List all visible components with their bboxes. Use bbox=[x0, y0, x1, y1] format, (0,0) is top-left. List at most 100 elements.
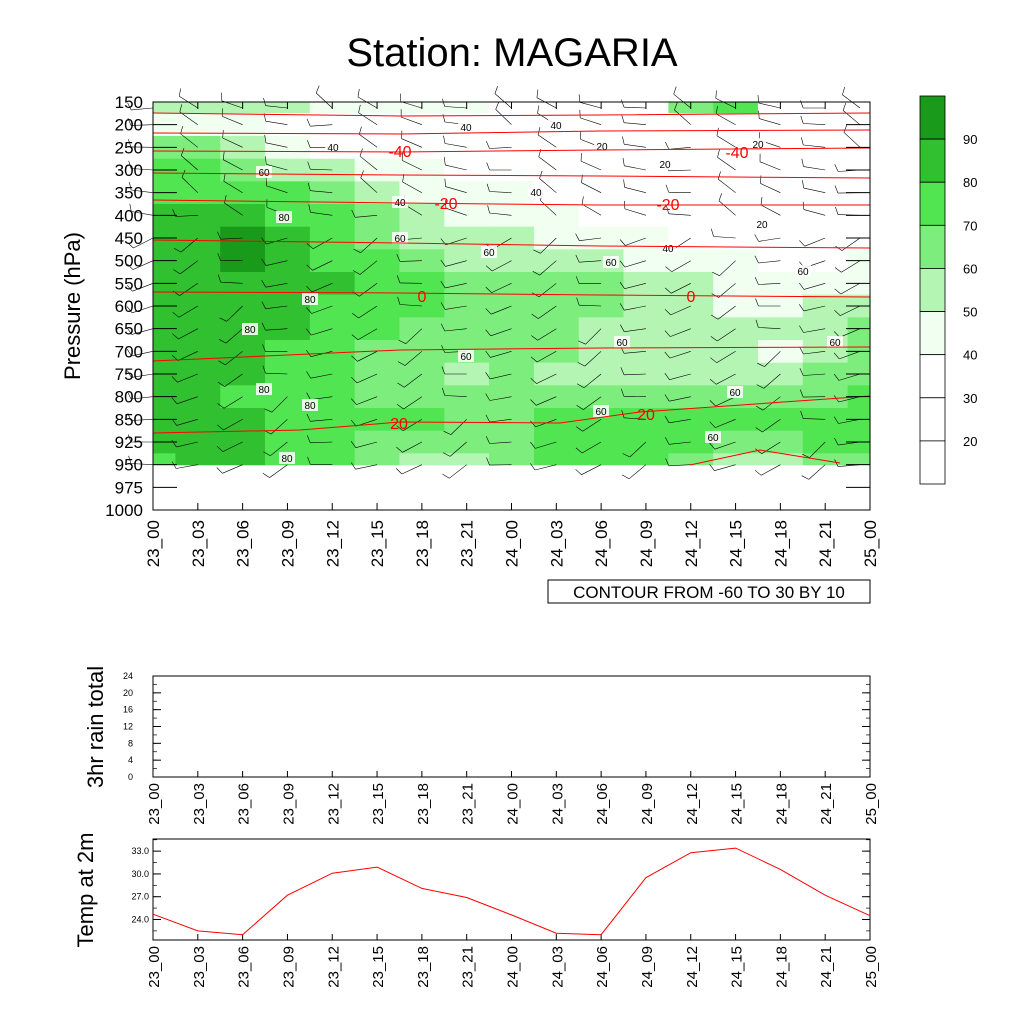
rh-cell bbox=[354, 385, 401, 409]
wind-barb bbox=[710, 351, 736, 363]
wind-barb bbox=[755, 298, 781, 307]
rh-cell bbox=[713, 113, 759, 137]
pressure-tick-label: 550 bbox=[115, 274, 143, 293]
wind-barb bbox=[180, 147, 198, 171]
rh-label-bg bbox=[660, 242, 676, 254]
rh-cell bbox=[444, 158, 490, 182]
rh-cell bbox=[354, 408, 401, 432]
time-tick-label: 23_12 bbox=[323, 520, 342, 567]
temp-time-label: 23_12 bbox=[325, 946, 342, 988]
rh-cell bbox=[713, 226, 759, 250]
wind-barb bbox=[358, 104, 378, 125]
rh-cell bbox=[623, 362, 669, 386]
wind-barb bbox=[127, 391, 154, 400]
wind-barb bbox=[575, 254, 602, 263]
wind-barb bbox=[217, 396, 243, 409]
wind-barb bbox=[709, 441, 736, 450]
wind-barb bbox=[622, 136, 646, 148]
rh-cell bbox=[309, 453, 356, 466]
wind-barb bbox=[581, 196, 602, 216]
rain-time-label: 23_00 bbox=[146, 783, 163, 825]
rh-cell bbox=[220, 272, 266, 296]
rain-time-label: 23_03 bbox=[191, 783, 208, 825]
rh-contour-label: 40 bbox=[550, 121, 562, 132]
rh-cell bbox=[309, 113, 356, 137]
isotherm-line bbox=[152, 291, 871, 298]
wind-barb bbox=[172, 305, 198, 318]
rh-cell bbox=[309, 385, 356, 409]
rh-cell bbox=[757, 340, 804, 364]
rh-cell bbox=[668, 181, 714, 205]
rh-cell bbox=[175, 136, 221, 160]
rh-cell bbox=[309, 249, 356, 273]
wind-barb bbox=[799, 389, 826, 398]
rh-cell bbox=[802, 430, 849, 454]
rh-cell bbox=[533, 430, 580, 454]
rh-cell bbox=[354, 294, 401, 318]
rh-cell bbox=[175, 204, 221, 228]
rh-cell bbox=[444, 204, 490, 228]
temp-axis-label: Temp at 2m bbox=[73, 833, 98, 948]
wind-barb bbox=[537, 127, 557, 148]
isotherm-line bbox=[152, 346, 871, 362]
wind-barb bbox=[129, 182, 154, 193]
rh-label-bg bbox=[548, 119, 564, 131]
rh-cell bbox=[265, 362, 311, 386]
wind-barb bbox=[664, 351, 691, 359]
isotherm-label: -40 bbox=[725, 145, 748, 162]
rh-cell bbox=[265, 272, 311, 296]
wind-barb bbox=[665, 184, 691, 193]
rh-cell bbox=[399, 113, 445, 137]
rh-cell bbox=[802, 136, 849, 160]
rh-label-bg bbox=[325, 141, 341, 153]
wind-barb bbox=[756, 373, 781, 389]
time-tick-label: 24_15 bbox=[727, 520, 746, 567]
wind-barb bbox=[665, 260, 691, 272]
rh-cell bbox=[399, 136, 445, 160]
rain-time-label: 23_15 bbox=[370, 783, 387, 825]
isotherm-label: -20 bbox=[434, 196, 457, 213]
rh-cell bbox=[578, 226, 625, 250]
wind-barb bbox=[351, 373, 378, 384]
pressure-tick-label: 600 bbox=[115, 297, 143, 316]
temp-time-label: 23_18 bbox=[415, 946, 432, 988]
rh-cell bbox=[175, 272, 221, 296]
rh-cell bbox=[354, 249, 401, 273]
rh-cell bbox=[757, 385, 804, 409]
rain-time-label: 23_06 bbox=[236, 783, 253, 825]
rh-cell bbox=[399, 204, 445, 228]
wind-barb bbox=[171, 373, 198, 383]
rh-cell bbox=[713, 181, 759, 205]
wind-barb bbox=[171, 440, 198, 448]
rh-contour-label: 60 bbox=[460, 352, 472, 363]
wind-barb bbox=[576, 396, 602, 410]
rh-cell bbox=[265, 181, 311, 205]
humidity-cells bbox=[153, 102, 871, 466]
rh-label-bg bbox=[705, 431, 721, 443]
wind-barb bbox=[396, 396, 423, 410]
rh-label-bg bbox=[481, 246, 497, 258]
rh-contour-label: 60 bbox=[707, 433, 719, 444]
wind-barb bbox=[262, 464, 288, 478]
rh-cell bbox=[802, 204, 849, 228]
wind-barb bbox=[530, 396, 557, 406]
wind-barb bbox=[261, 280, 288, 288]
rh-cell bbox=[354, 453, 401, 466]
rh-cell bbox=[489, 408, 535, 432]
wind-barb bbox=[485, 393, 512, 401]
wind-barb bbox=[171, 418, 198, 426]
rh-contour-label: 80 bbox=[244, 325, 256, 336]
rh-cell bbox=[175, 453, 221, 466]
temp-series-line bbox=[152, 847, 871, 936]
time-tick-label: 24_18 bbox=[771, 520, 790, 567]
wind-barb bbox=[485, 260, 512, 272]
rh-cell bbox=[847, 453, 871, 466]
rh-cell bbox=[802, 158, 849, 182]
wind-barb bbox=[307, 183, 333, 193]
wind-barb bbox=[224, 195, 243, 216]
rh-cell bbox=[220, 385, 266, 409]
wind-barb bbox=[709, 373, 736, 385]
rh-cell bbox=[802, 181, 849, 205]
